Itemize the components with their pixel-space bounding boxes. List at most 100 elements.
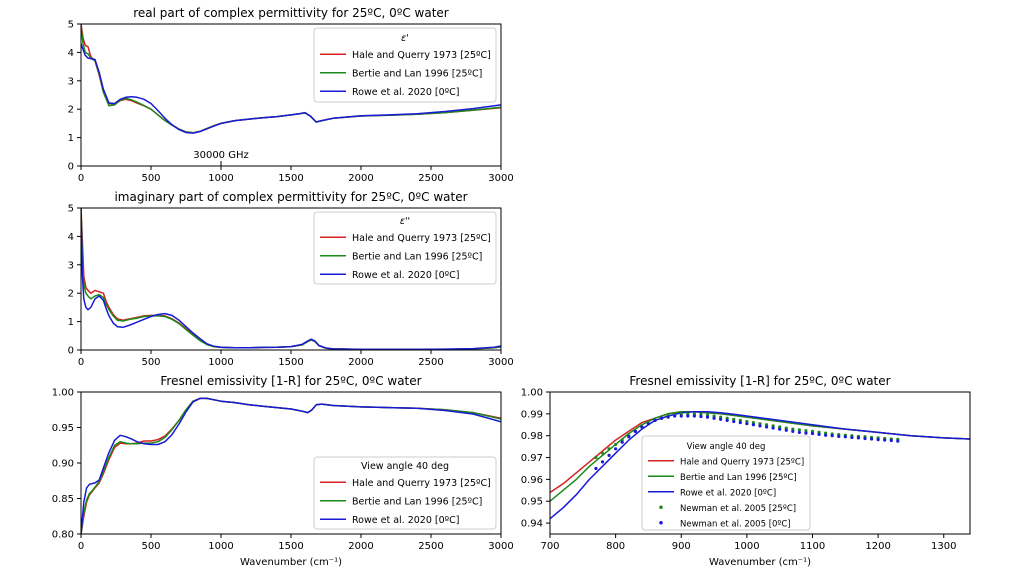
- legend-marker: [659, 505, 663, 510]
- data-point: [607, 453, 611, 457]
- data-point: [824, 433, 828, 437]
- y-tick-label: 5: [68, 204, 74, 215]
- y-tick-label: 4: [68, 48, 74, 59]
- data-point: [778, 427, 782, 431]
- data-point: [600, 460, 605, 464]
- data-point: [817, 432, 821, 436]
- y-tick-label: 2: [68, 105, 74, 116]
- legend-label: Hale and Querry 1973 [25ºC]: [680, 457, 804, 467]
- data-point: [810, 431, 815, 436]
- data-point: [889, 438, 893, 443]
- legend-label: Bertie and Lan 1996 [25ºC]: [352, 496, 482, 507]
- x-tick-label: 500: [141, 541, 160, 552]
- plot-frame: [80, 391, 502, 535]
- x-tick-label: 2500: [418, 541, 443, 552]
- chart-p2: imaginary part of complex permittivity f…: [68, 190, 514, 368]
- x-tick-label: 700: [540, 541, 559, 552]
- legend-label: Hale and Querry 1973 [25ºC]: [352, 50, 491, 61]
- x-tick-label: 900: [672, 541, 691, 552]
- legend-box: [313, 456, 497, 530]
- data-point: [600, 451, 605, 455]
- data-point: [876, 438, 880, 442]
- data-point: [758, 424, 762, 428]
- legend-label: Bertie and Lan 1996 [25ºC]: [680, 473, 797, 483]
- data-point: [738, 420, 742, 425]
- data-point: [797, 428, 801, 432]
- x-tick-label: 800: [606, 541, 625, 552]
- x-axis-label: Wavenumber (cm⁻¹): [709, 557, 811, 568]
- data-point: [896, 439, 900, 443]
- series-line-2: [81, 208, 501, 350]
- data-point: [732, 419, 736, 424]
- legend: ε' Hale and Querry 1973 [25ºC] Bertie and …: [313, 27, 497, 103]
- y-tick-label: 0.99: [521, 409, 543, 420]
- y-tick-label: 3: [68, 260, 74, 271]
- y-tick-label: 0: [68, 162, 74, 173]
- data-point: [791, 429, 795, 433]
- chart-title: Fresnel emissivity [1-R] for 25ºC, 0ºC w…: [629, 374, 890, 388]
- data-point: [797, 430, 801, 435]
- chart-title: imaginary part of complex permittivity f…: [114, 190, 467, 204]
- data-point: [666, 415, 670, 419]
- x-tick-label: 2000: [348, 541, 373, 552]
- x-tick-label: 1300: [931, 541, 956, 552]
- y-tick-label: 0.90: [52, 459, 74, 470]
- y-tick-label: 0: [68, 346, 74, 357]
- y-tick-label: 2: [68, 289, 74, 300]
- y-tick-label: 4: [68, 232, 74, 243]
- data-point: [653, 418, 657, 422]
- data-point: [719, 417, 723, 421]
- data-point: [699, 414, 703, 419]
- data-point: [850, 435, 854, 440]
- x-tick-label: 1000: [208, 541, 233, 552]
- data-point: [771, 426, 775, 430]
- legend: ε'' Hale and Querry 1973 [25ºC] Bertie and…: [313, 211, 497, 285]
- series-group: [81, 208, 501, 350]
- plot-frame: [80, 207, 502, 351]
- data-point: [883, 438, 887, 442]
- x-tick-label: 500: [141, 357, 160, 368]
- x-tick-label: 0: [78, 541, 84, 552]
- chart-title: Fresnel emissivity [1-R] for 25ºC, 0ºC w…: [160, 374, 421, 388]
- legend: View angle 40 deg Hale and Querry 1973 [2…: [641, 435, 811, 531]
- legend-label: Hale and Querry 1973 [25ºC]: [352, 233, 491, 244]
- data-point: [646, 422, 651, 426]
- data-point: [640, 425, 644, 429]
- y-tick-label: 1: [68, 133, 74, 144]
- data-point: [620, 440, 624, 444]
- legend-title: View angle 40 deg: [687, 442, 766, 452]
- data-point: [863, 436, 867, 441]
- data-point: [764, 425, 769, 429]
- data-point: [856, 436, 861, 440]
- y-tick-label: 0.95: [52, 423, 74, 434]
- legend-label: Rowe et al. 2020 [0ºC]: [352, 270, 459, 281]
- x-tick-label: 0: [78, 357, 84, 368]
- y-tick-label: 0.98: [521, 431, 543, 442]
- legend-label: Rowe et al. 2020 [0ºC]: [680, 488, 776, 498]
- series-group: [81, 24, 501, 134]
- y-tick-label: 0.80: [52, 530, 74, 541]
- data-point: [837, 434, 841, 438]
- y-tick-label: 1.00: [52, 388, 74, 399]
- x-tick-label: 1500: [278, 173, 303, 184]
- data-point: [869, 437, 874, 441]
- plot-frame: [80, 23, 502, 167]
- data-point: [686, 414, 690, 418]
- y-tick-label: 0.85: [52, 494, 74, 505]
- data-point: [679, 414, 683, 418]
- data-point: [614, 447, 618, 451]
- data-point: [614, 442, 618, 447]
- legend-marker: [659, 520, 663, 525]
- data-point: [804, 431, 808, 435]
- series-group: [550, 410, 970, 520]
- data-point: [659, 416, 664, 420]
- x-axis-label: Wavenumber (cm⁻¹): [240, 557, 342, 568]
- legend-title: View angle 40 deg: [361, 461, 449, 472]
- legend-label: Bertie and Lan 1996 [25ºC]: [352, 68, 482, 79]
- chart-p4: Fresnel emissivity [1-R] for 25ºC, 0ºC w…: [521, 374, 971, 568]
- legend-title: ε'': [400, 216, 410, 227]
- legend-label: Hale and Querry 1973 [25ºC]: [352, 478, 491, 489]
- data-point: [712, 416, 716, 420]
- legend-box: [313, 211, 497, 285]
